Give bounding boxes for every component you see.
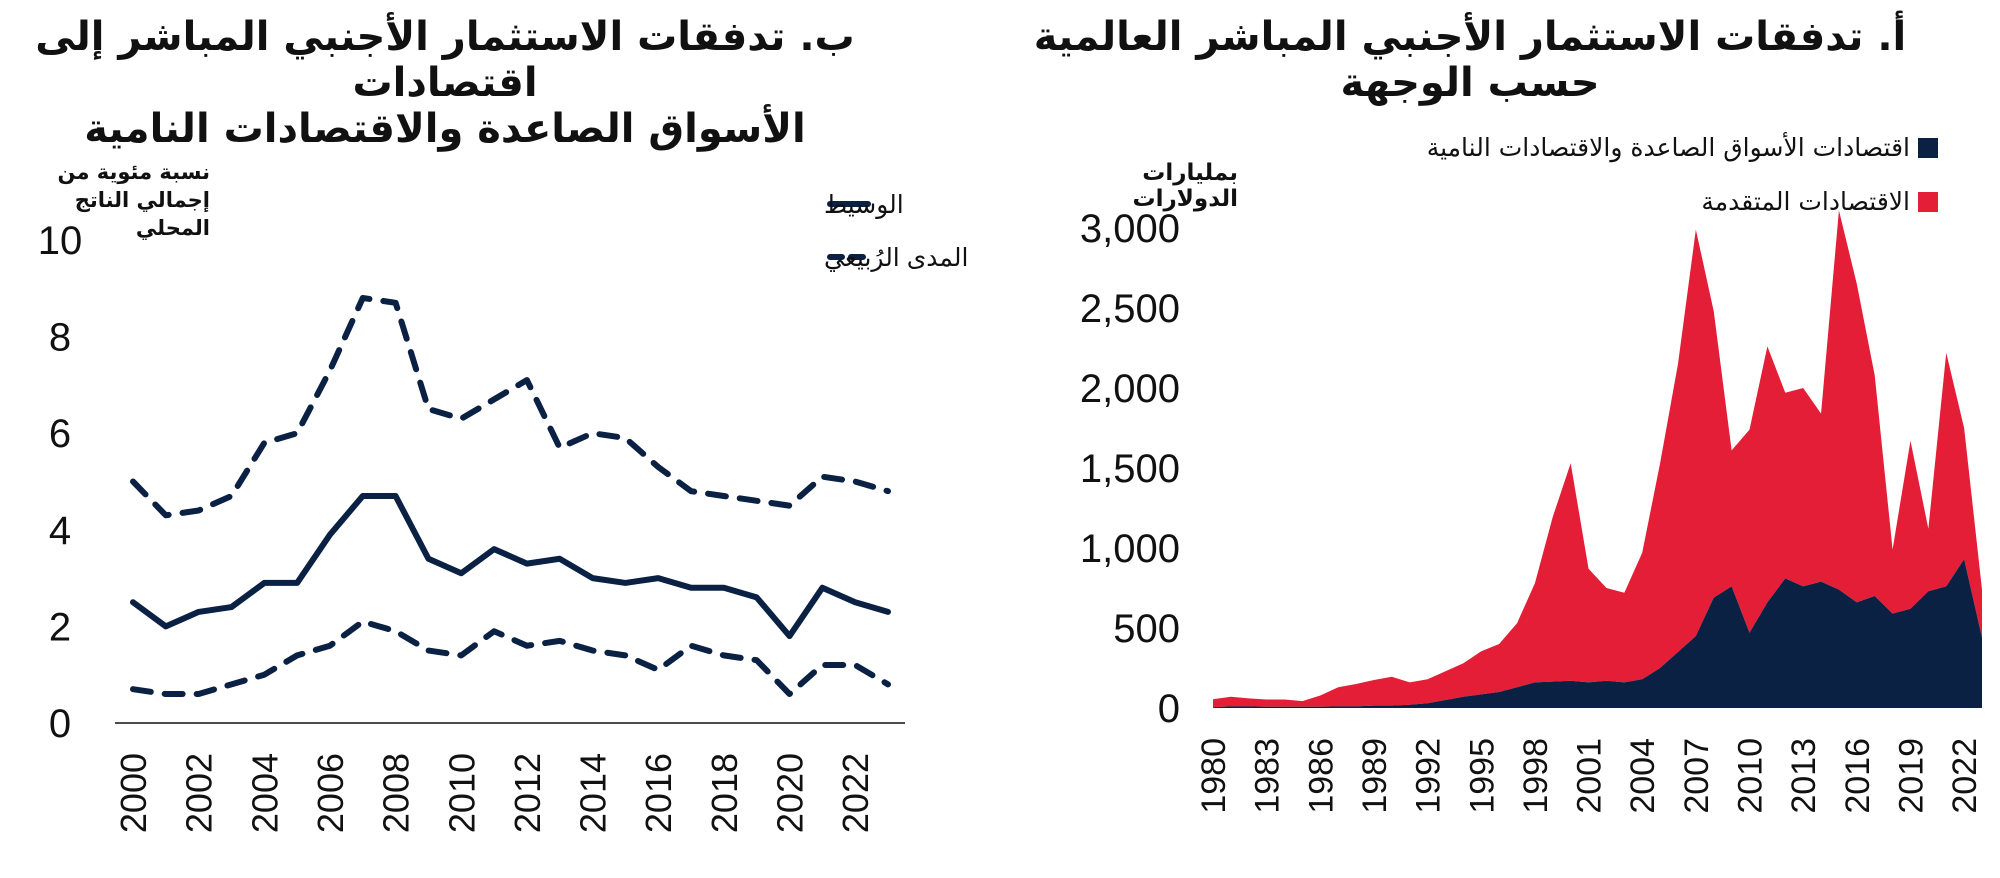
legend-label-median: الوسيط <box>824 191 904 219</box>
x-tick-label-a: 1998 <box>1517 738 1555 814</box>
x-tick-label-a: 2004 <box>1624 738 1662 814</box>
panel-a-title: أ. تدفقات الاستثمار الأجنبي المباشر العا… <box>1033 14 1907 106</box>
panel-a-legend-advanced: الاقتصادات المتقدمة <box>1701 187 1938 216</box>
area-advanced-economies <box>1213 210 1982 708</box>
series-lower-quartile-line <box>130 618 891 698</box>
legend-label-advanced: الاقتصادات المتقدمة <box>1701 187 1910 216</box>
panel-a-legend-emerging: اقتصادات الأسواق الصاعدة والاقتصادات الن… <box>1427 133 1938 162</box>
x-tick-label-b: 2010 <box>441 753 482 833</box>
panel-b-title: ب. تدفقات الاستثمار الأجنبي المباشر إلى … <box>10 14 880 152</box>
legend-label-emerging: اقتصادات الأسواق الصاعدة والاقتصادات الن… <box>1426 133 1910 162</box>
y-tick-label-a: 2,500 <box>1080 287 1180 331</box>
x-tick-label-b: 2004 <box>244 753 285 833</box>
panel-b-unit-label: نسبة مئوية من إجمالي الناتج المحلي <box>0 158 210 242</box>
x-tick-label-a: 1989 <box>1356 738 1394 814</box>
x-tick-label-a: 1995 <box>1463 738 1501 814</box>
y-tick-label-a: 0 <box>1158 687 1180 731</box>
legend-swatch-red <box>1918 191 1938 212</box>
series-median-line <box>130 492 891 640</box>
x-tick-label-a: 2001 <box>1571 738 1609 814</box>
x-tick-label-a: 2007 <box>1678 738 1716 814</box>
x-tick-label-b: 2002 <box>179 753 220 833</box>
area-emerging-economies <box>1213 559 1982 708</box>
x-tick-label-a: 2013 <box>1785 738 1823 814</box>
panel-a-unit-label: بمليارات الدولارات <box>1132 160 1238 212</box>
y-tick-label-b: 8 <box>49 316 71 360</box>
y-tick-label-b: 2 <box>49 605 71 649</box>
y-tick-label-a: 1,500 <box>1080 447 1180 491</box>
panel-b-title-line2: الأسواق الصاعدة والاقتصادات النامية <box>84 106 806 152</box>
x-tick-label-b: 2008 <box>376 753 417 833</box>
x-tick-label-a: 2022 <box>1946 738 1984 814</box>
x-tick-label-a: 1983 <box>1249 738 1287 814</box>
y-tick-label-b: 6 <box>49 412 71 456</box>
y-tick-label-b: 4 <box>49 509 71 553</box>
x-tick-label-b: 2014 <box>573 753 614 833</box>
legend-label-iqr: المدى الرُبيعي <box>824 244 968 272</box>
x-tick-label-b: 2020 <box>770 753 811 833</box>
series-upper-quartile-line <box>130 294 891 519</box>
x-tick-label-b: 2012 <box>507 753 548 833</box>
y-tick-label-a: 500 <box>1113 607 1180 651</box>
x-tick-label-b: 2022 <box>835 753 876 833</box>
x-tick-label-b: 2000 <box>113 753 154 833</box>
panel-b-unit-line2: إجمالي الناتج المحلي <box>74 188 210 240</box>
x-tick-label-a: 2016 <box>1839 738 1877 814</box>
y-tick-label-a: 2,000 <box>1080 367 1180 411</box>
legend-swatch-navy <box>1918 137 1938 158</box>
panel-b-title-line1: ب. تدفقات الاستثمار الأجنبي المباشر إلى … <box>35 14 855 106</box>
x-tick-label-a: 2010 <box>1732 738 1770 814</box>
y-tick-label-a: 3,000 <box>1080 207 1180 251</box>
x-tick-label-b: 2018 <box>704 753 745 833</box>
panel-b-unit-line1: نسبة مئوية من <box>57 160 210 184</box>
y-tick-label-b: 0 <box>49 702 71 746</box>
x-tick-label-a: 1992 <box>1410 738 1448 814</box>
x-tick-label-a: 1986 <box>1302 738 1340 814</box>
y-tick-label-a: 1,000 <box>1080 527 1180 571</box>
x-tick-label-a: 2019 <box>1892 738 1930 814</box>
x-tick-label-b: 2016 <box>638 753 679 833</box>
y-tick-label-b: 10 <box>38 219 83 263</box>
x-tick-label-a: 1980 <box>1195 738 1233 814</box>
x-tick-label-b: 2006 <box>310 753 351 833</box>
